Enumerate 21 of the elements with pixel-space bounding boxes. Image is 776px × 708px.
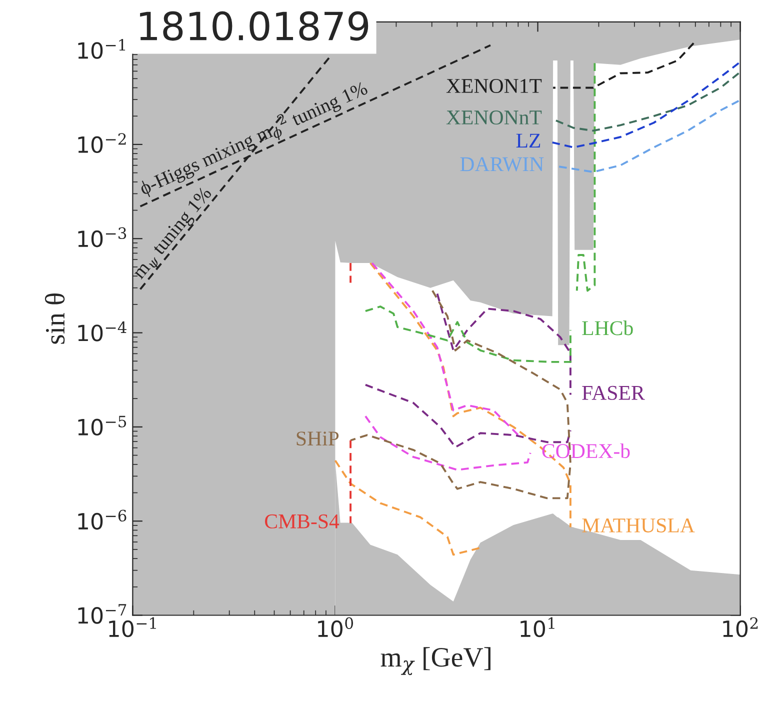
annotation: 1810.01879 [140, 11, 368, 41]
series-label: DARWIN [460, 157, 544, 172]
series-label: XENONnT [446, 110, 542, 125]
series-label: LHCb [582, 320, 633, 336]
x-tick-label: 10$^{1}$ [520, 617, 554, 638]
x-tick-label: 10$^{0}$ [318, 617, 354, 638]
x-axis-title: m$_{χ}$ [GeV] [380, 647, 490, 676]
series-label: MATHUSLA [582, 518, 695, 532]
series-label: FASER [582, 386, 645, 400]
y-tick-label: 10$^{−1}$ [78, 38, 126, 59]
x-tick-label: 10$^{2}$ [723, 617, 758, 638]
series-label: CODEX-b [542, 443, 630, 458]
y-axis-title: sin θ [44, 293, 65, 344]
series-label: XENON1T [446, 78, 542, 93]
y-tick-label: 10$^{−2}$ [78, 133, 126, 154]
y-tick-label: 10$^{−6}$ [78, 510, 126, 530]
y-tick-label: 10$^{−4}$ [78, 321, 126, 342]
series-label: LZ [516, 134, 540, 148]
y-tick-label: 10$^{−3}$ [78, 227, 126, 248]
y-tick-label: 10$^{−5}$ [78, 416, 126, 436]
series-label: CMB-S4 [265, 514, 340, 528]
